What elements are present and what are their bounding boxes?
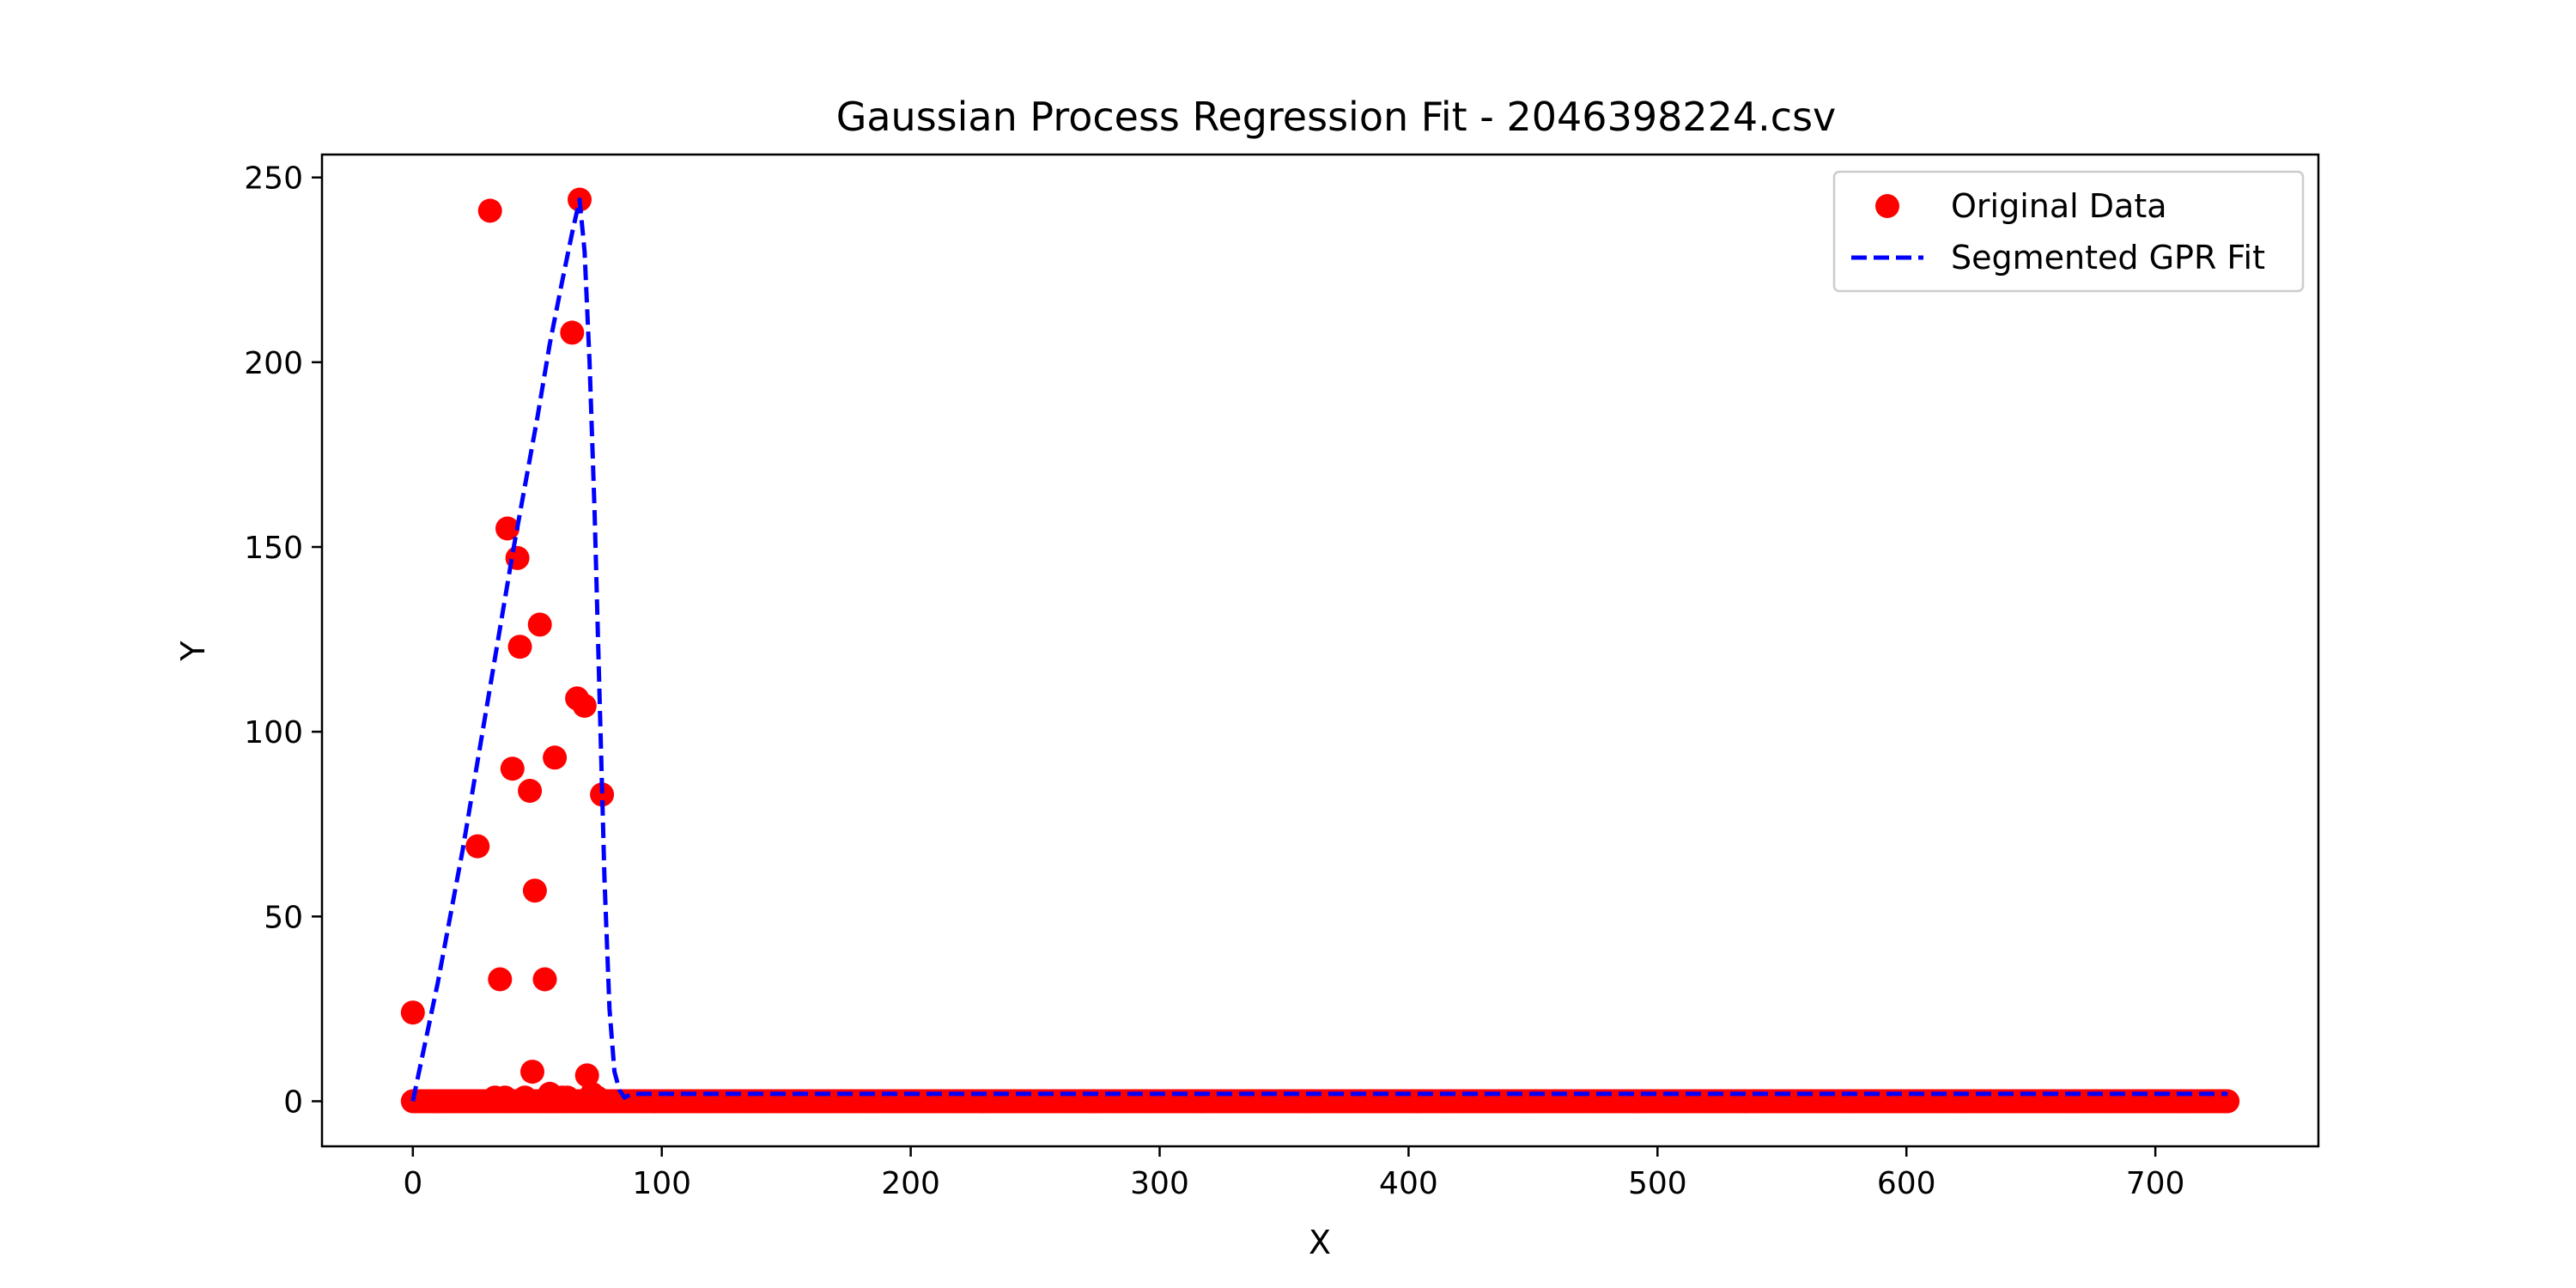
x-tick-label: 100 [632, 1166, 691, 1201]
x-axis: 0 100 200 300 400 500 600 700 [403, 1146, 2184, 1201]
plot-frame [320, 153, 2320, 1148]
data-point [543, 745, 568, 770]
data-point [555, 1085, 580, 1110]
y-tick-label: 150 [244, 531, 303, 566]
data-point [520, 1060, 544, 1084]
x-tick-label: 500 [1628, 1166, 1687, 1201]
legend-frame [1832, 170, 2305, 293]
data-point [532, 967, 557, 992]
plot-area [320, 153, 2320, 1148]
y-tick-label: 250 [244, 161, 303, 197]
data-point [585, 1085, 610, 1110]
data-point [513, 1085, 538, 1110]
data-point [527, 612, 552, 637]
y-tick-label: 100 [244, 715, 303, 750]
legend-marker-original-data [1875, 194, 1899, 218]
x-tick-label: 600 [1877, 1166, 1936, 1201]
data-point [518, 779, 543, 803]
data-point [400, 1000, 425, 1025]
data-point [500, 756, 525, 781]
y-axis: 0 50 100 150 200 250 [244, 161, 322, 1121]
data-point [495, 516, 519, 541]
x-tick-label: 300 [1130, 1166, 1189, 1201]
x-tick-label: 0 [403, 1166, 422, 1201]
data-point [522, 878, 547, 903]
x-tick-label: 200 [881, 1166, 940, 1201]
y-tick-label: 50 [264, 900, 303, 935]
legend-label-gpr-fit: Segmented GPR Fit [1951, 239, 2265, 276]
x-axis-label: X [1309, 1224, 1331, 1261]
data-point [590, 782, 615, 807]
chart-title: Gaussian Process Regression Fit - 204639… [836, 94, 1837, 140]
y-axis-label: Y [174, 641, 212, 662]
data-point [465, 834, 490, 859]
y-tick-label: 0 [283, 1085, 303, 1121]
y-tick-label: 200 [244, 346, 303, 381]
data-point [574, 1063, 599, 1088]
data-point [507, 635, 532, 659]
fit-line-layer [410, 197, 2228, 1103]
gpr-fit-line [410, 197, 2228, 1103]
data-point [572, 694, 597, 718]
data-point [477, 198, 502, 223]
x-tick-label: 400 [1379, 1166, 1438, 1201]
x-tick-label: 700 [2126, 1166, 2185, 1201]
data-point [493, 1085, 518, 1110]
data-point [560, 320, 585, 345]
data-point [488, 967, 513, 992]
legend: Original Data Segmented GPR Fit [1832, 170, 2305, 293]
legend-label-original-data: Original Data [1951, 187, 2167, 225]
